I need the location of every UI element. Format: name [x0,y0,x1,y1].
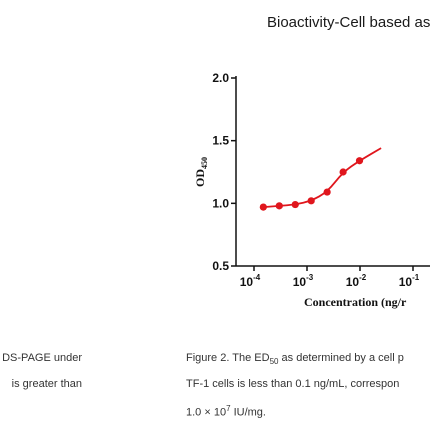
caption-value: 1.0 × 10 [186,406,227,419]
y-axis-label: OD450 [193,157,209,187]
x-tick-label-0: 10-4 [240,273,261,289]
x-axis-label: Concentration (ng/r [304,295,407,309]
chart-title: Bioactivity-Cell based as [267,14,430,31]
left-description-line-2: is greater than [11,378,82,390]
x-tick-label-3: 10-1 [399,273,420,289]
caption-prefix: Figure 2. The ED [186,352,270,364]
figure-caption-line-2: TF-1 cells is less than 0.1 ng/mL, corre… [186,378,400,390]
series-0-point-3 [307,197,315,205]
x-tick-label-2: 10-2 [346,273,367,289]
series-0-point-0 [259,203,267,211]
figure-caption-line-1: Figure 2. The ED50 as determined by a ce… [186,352,404,366]
series-0-point-5 [339,168,347,176]
series-0-point-2 [291,200,299,209]
series-0-point-4 [323,188,331,196]
caption-suffix: as determined by a cell p [278,352,404,364]
y-tick-label-3: 0.5 [212,259,229,273]
series-0-point-1 [275,202,283,210]
caption-subscript: 50 [269,357,279,367]
x-tick-label-1: 10-3 [293,273,314,289]
axes: 2.0 1.5 1.0 0.5 10-4 10-3 10-2 10-1 Concentratio… [193,71,430,309]
figure-caption-line-3: 1.0 × 107 IU/mg. [186,404,266,419]
series-0-point-6 [355,157,364,165]
y-tick-label-0: 2.0 [212,71,229,85]
y-tick-label-1: 1.5 [212,134,229,148]
series-0-line [263,147,382,208]
data-marks [259,147,382,211]
left-description-line-1: DS-PAGE under [2,352,82,364]
y-tick-label-2: 1.0 [212,196,229,210]
caption-unit: IU/mg. [230,406,266,419]
caption-exponent: 7 [226,404,231,413]
